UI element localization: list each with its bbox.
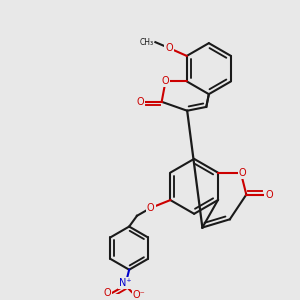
- Text: O⁻: O⁻: [133, 290, 145, 300]
- Text: O: O: [136, 97, 144, 107]
- Text: O: O: [162, 76, 169, 86]
- Text: O: O: [265, 190, 273, 200]
- Text: CH₃: CH₃: [139, 38, 153, 47]
- Text: O: O: [165, 43, 173, 53]
- Text: O: O: [239, 168, 247, 178]
- Text: O: O: [147, 203, 154, 213]
- Text: N⁺: N⁺: [119, 278, 131, 288]
- Text: O: O: [104, 288, 111, 298]
